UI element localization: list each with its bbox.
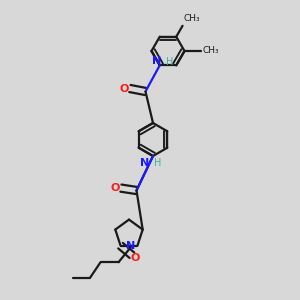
Text: N: N bbox=[126, 241, 136, 251]
Text: N: N bbox=[152, 56, 161, 66]
Text: O: O bbox=[120, 83, 129, 94]
Text: CH₃: CH₃ bbox=[184, 14, 200, 23]
Text: CH₃: CH₃ bbox=[202, 46, 219, 55]
Text: H: H bbox=[154, 158, 161, 168]
Text: N: N bbox=[140, 158, 149, 168]
Text: O: O bbox=[130, 253, 140, 262]
Text: O: O bbox=[111, 183, 120, 193]
Text: H: H bbox=[166, 57, 173, 67]
